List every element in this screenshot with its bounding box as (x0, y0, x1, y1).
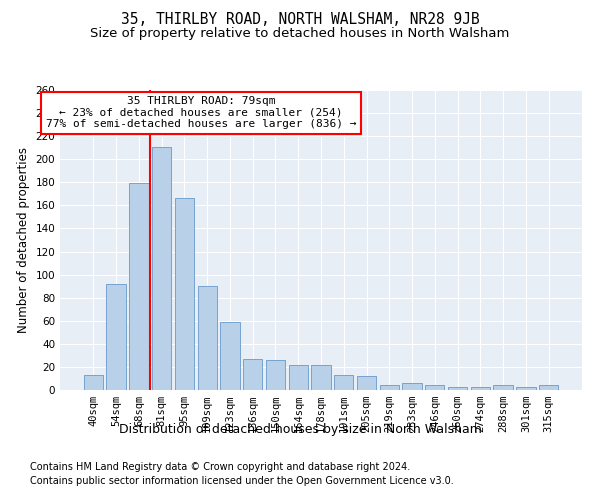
Text: Contains HM Land Registry data © Crown copyright and database right 2024.: Contains HM Land Registry data © Crown c… (30, 462, 410, 472)
Text: Contains public sector information licensed under the Open Government Licence v3: Contains public sector information licen… (30, 476, 454, 486)
Bar (357, 376, 376, 390)
Bar (493, 386, 513, 390)
Bar (243, 359, 262, 390)
Bar (129, 184, 149, 390)
Y-axis label: Number of detached properties: Number of detached properties (17, 147, 30, 333)
Bar (470, 386, 490, 390)
Bar (403, 383, 422, 390)
Bar (311, 364, 331, 390)
Bar (175, 198, 194, 390)
Bar (425, 386, 445, 390)
Text: Size of property relative to detached houses in North Walsham: Size of property relative to detached ho… (91, 28, 509, 40)
Bar (266, 360, 285, 390)
Bar (84, 375, 103, 390)
Text: Distribution of detached houses by size in North Walsham: Distribution of detached houses by size … (119, 422, 481, 436)
Bar (448, 386, 467, 390)
Bar (380, 386, 399, 390)
Bar (334, 375, 353, 390)
Bar (106, 284, 126, 390)
Bar (197, 286, 217, 390)
Text: 35 THIRLBY ROAD: 79sqm
← 23% of detached houses are smaller (254)
77% of semi-de: 35 THIRLBY ROAD: 79sqm ← 23% of detached… (46, 96, 356, 129)
Bar (152, 146, 172, 390)
Text: 35, THIRLBY ROAD, NORTH WALSHAM, NR28 9JB: 35, THIRLBY ROAD, NORTH WALSHAM, NR28 9J… (121, 12, 479, 28)
Bar (516, 386, 536, 390)
Bar (539, 386, 558, 390)
Bar (289, 364, 308, 390)
Bar (220, 322, 239, 390)
